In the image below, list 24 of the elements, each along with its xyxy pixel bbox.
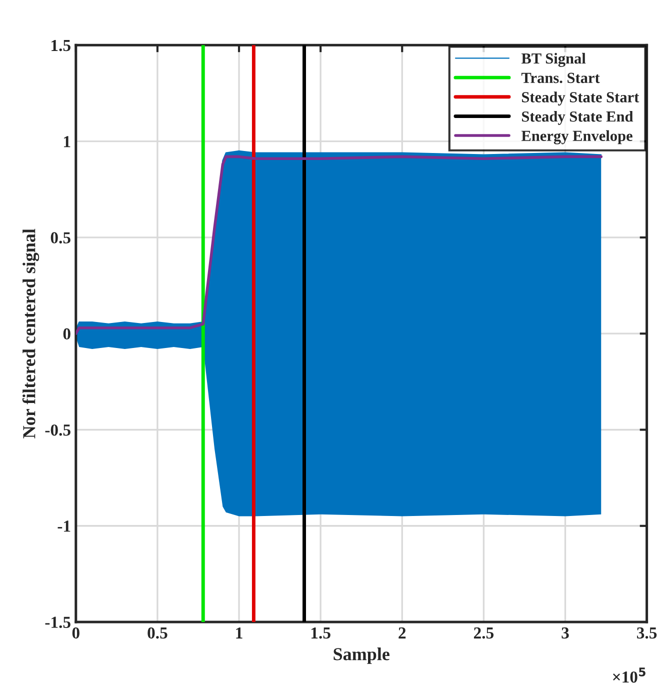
- x-tick-label: 3.5: [637, 627, 657, 639]
- y-tick-label: 1.5: [52, 40, 70, 52]
- text: ×10$^{5}$: [613, 668, 646, 683]
- x-tick-label: 2: [398, 627, 406, 638]
- legend-label: Trans. Start: [521, 72, 600, 84]
- x-tick-label: 2.5: [474, 627, 494, 639]
- y-tick-label: -1.5: [45, 616, 70, 628]
- x-tick-label: 0.5: [148, 627, 168, 639]
- x-tick-label: 3: [562, 627, 569, 639]
- y-tick-label: 1: [64, 136, 70, 148]
- legend-label: BT Signal: [521, 52, 586, 67]
- legend-label: Energy Envelope: [521, 130, 632, 144]
- x-tick-label: 0: [72, 627, 80, 639]
- legend-label: Steady State End: [522, 110, 634, 125]
- x-axis-title: Sample: [334, 648, 390, 664]
- y-tick-label: -0.5: [45, 424, 70, 436]
- line-series: [76, 155, 603, 335]
- x-tick-label: 1: [236, 627, 242, 638]
- x-tick-label: 1.5: [311, 627, 330, 639]
- y-tick-label: 0.5: [50, 232, 70, 244]
- y-axis-title: Nor filtered centered signal: [22, 228, 40, 438]
- y-tick-label: -1: [58, 520, 70, 532]
- legend-label: Steady State Start: [522, 92, 640, 106]
- y-tick-label: 0: [63, 328, 70, 340]
